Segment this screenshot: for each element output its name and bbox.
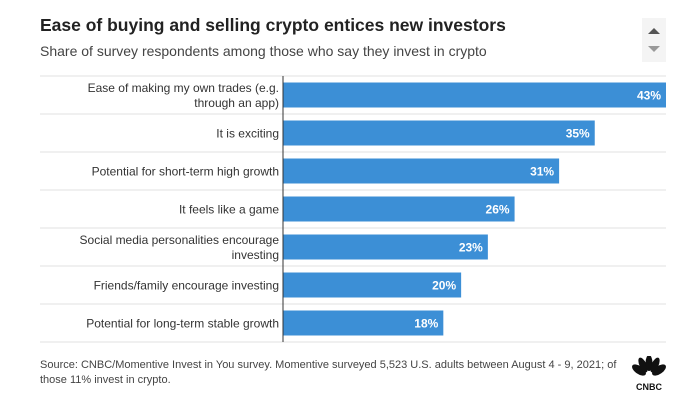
category-label: Ease of making my own trades (e.g. throug… [88, 81, 279, 110]
bar-value-label: 31% [530, 165, 554, 179]
bar-value-label: 18% [414, 317, 438, 331]
category-label: Friends/family encourage investing [94, 279, 279, 293]
chart-subtitle: Share of survey respondents among those … [40, 43, 487, 59]
bar [283, 158, 560, 184]
bar-value-label: 26% [486, 203, 510, 217]
bar-value-label: 23% [459, 241, 483, 255]
chart-title: Ease of buying and selling crypto entice… [40, 15, 506, 35]
category-label: Potential for short-term high growth [92, 165, 279, 179]
bar-value-label: 35% [566, 127, 590, 141]
bar-value-label: 43% [637, 89, 661, 103]
category-label: It is exciting [216, 127, 279, 141]
source-note: Source: CNBC/Momentive Invest in You sur… [40, 359, 617, 386]
bar [283, 234, 488, 260]
logo-text: CNBC [636, 382, 662, 392]
triangle-down-icon[interactable] [648, 46, 660, 52]
bar-value-label: 20% [432, 279, 456, 293]
peacock-icon: CNBC [632, 356, 666, 392]
bar [283, 310, 444, 336]
bar [283, 82, 666, 108]
triangle-up-icon[interactable] [648, 28, 660, 34]
category-label: Potential for long-term stable growth [86, 317, 279, 331]
bar [283, 196, 515, 222]
category-label: Social media personalities encourage inve… [80, 233, 280, 262]
bar [283, 272, 462, 298]
scroll-control[interactable] [642, 18, 666, 62]
bar [283, 120, 595, 146]
category-label: It feels like a game [179, 203, 279, 217]
